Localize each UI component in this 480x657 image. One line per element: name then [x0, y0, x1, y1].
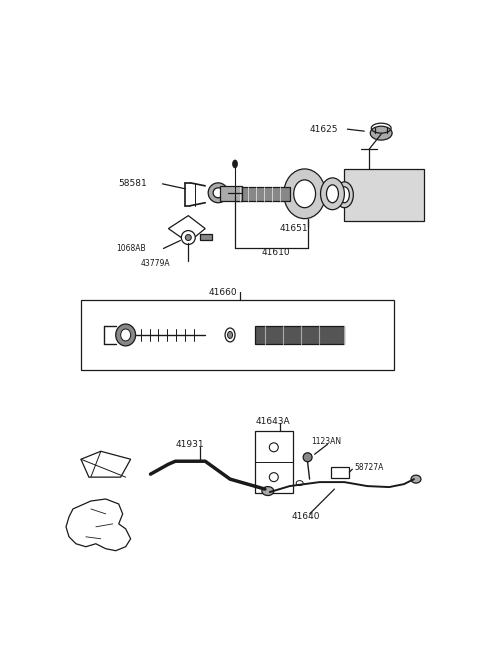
Ellipse shape — [411, 475, 421, 483]
Ellipse shape — [181, 231, 195, 244]
Text: 41625: 41625 — [310, 125, 338, 133]
Ellipse shape — [370, 126, 392, 140]
Text: 41643A: 41643A — [256, 417, 290, 426]
Bar — [332, 467, 349, 478]
Bar — [220, 186, 242, 201]
Ellipse shape — [225, 328, 235, 342]
Ellipse shape — [185, 235, 192, 240]
Bar — [81, 300, 394, 370]
Text: 41640: 41640 — [292, 512, 320, 522]
Ellipse shape — [232, 160, 238, 168]
Text: 41610: 41610 — [262, 248, 290, 257]
Text: 41931: 41931 — [175, 440, 204, 449]
Ellipse shape — [339, 187, 349, 203]
Text: 1068AB: 1068AB — [116, 244, 145, 253]
Ellipse shape — [303, 453, 312, 462]
Ellipse shape — [296, 481, 303, 486]
Bar — [255, 432, 293, 493]
Text: 41651: 41651 — [280, 224, 308, 233]
Text: 43779A: 43779A — [141, 259, 170, 268]
Ellipse shape — [213, 188, 223, 198]
Bar — [255, 326, 344, 344]
Ellipse shape — [284, 169, 325, 219]
Ellipse shape — [269, 443, 278, 452]
Ellipse shape — [120, 329, 131, 341]
Bar — [344, 169, 424, 221]
Bar — [235, 187, 290, 201]
Text: 58581: 58581 — [119, 179, 147, 189]
Bar — [200, 233, 212, 240]
Text: 58727A: 58727A — [354, 463, 384, 472]
Ellipse shape — [208, 183, 228, 203]
Ellipse shape — [294, 180, 315, 208]
Text: 1123AN: 1123AN — [312, 437, 342, 446]
Ellipse shape — [262, 487, 274, 495]
Ellipse shape — [326, 185, 338, 203]
Ellipse shape — [116, 324, 136, 346]
Ellipse shape — [321, 178, 344, 210]
Ellipse shape — [228, 332, 232, 338]
Ellipse shape — [336, 182, 353, 208]
Ellipse shape — [269, 472, 278, 482]
Text: 41660: 41660 — [208, 288, 237, 297]
